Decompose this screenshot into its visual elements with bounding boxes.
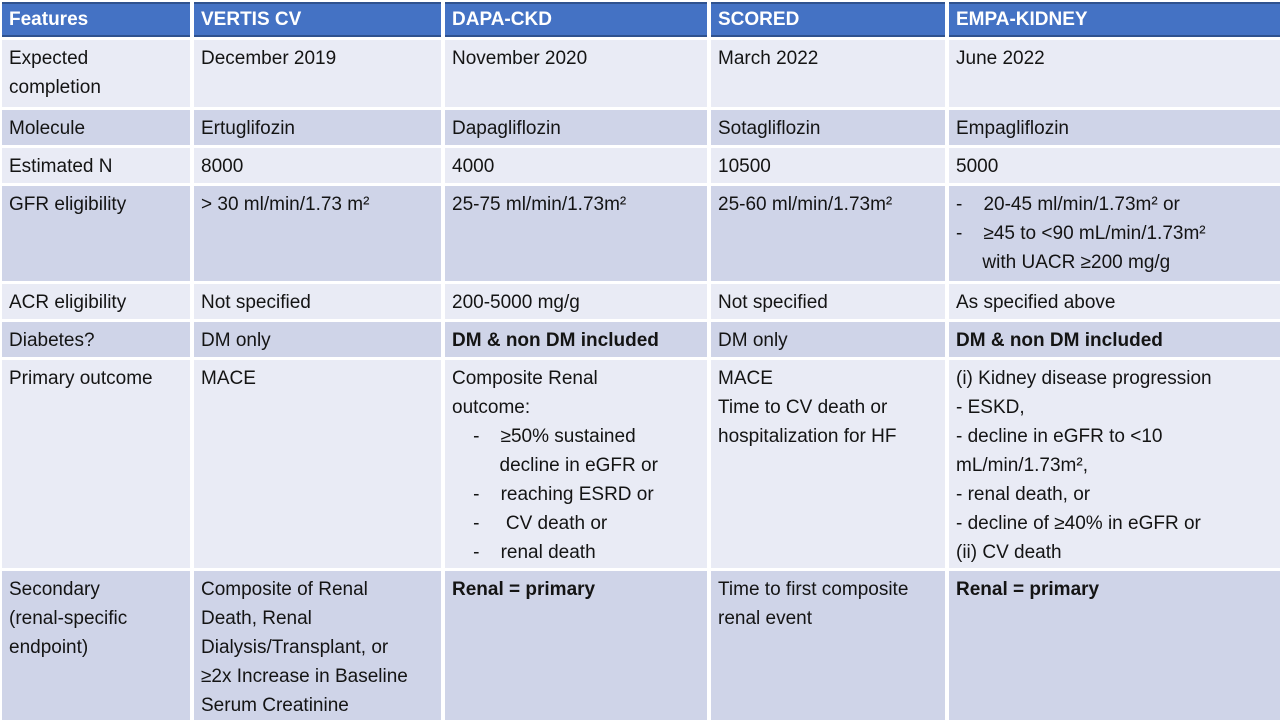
table-row-gfr-eligibility: GFR eligibility > 30 ml/min/1.73 m² 25-75 …	[2, 186, 1280, 281]
data-cell: Renal = primary	[949, 571, 1280, 720]
data-cell: Not specified	[711, 284, 945, 319]
feature-cell: Primary outcome	[2, 360, 190, 568]
data-cell: June 2022	[949, 40, 1280, 107]
data-cell: November 2020	[445, 40, 707, 107]
column-header-empa-kidney: EMPA-KIDNEY	[949, 2, 1280, 37]
data-cell: Composite of Renal Death, Renal Dialysis…	[194, 571, 441, 720]
data-cell: Ertuglifozin	[194, 110, 441, 145]
data-cell: Composite Renal outcome: - ≥50% sustaine…	[445, 360, 707, 568]
data-cell: Empagliflozin	[949, 110, 1280, 145]
data-cell: 25-60 ml/min/1.73m²	[711, 186, 945, 281]
column-header-scored: SCORED	[711, 2, 945, 37]
data-cell: 200-5000 mg/g	[445, 284, 707, 319]
data-cell: MACE Time to CV death or hospitalization…	[711, 360, 945, 568]
feature-cell: Secondary (renal-specific endpoint)	[2, 571, 190, 720]
data-cell: Dapagliflozin	[445, 110, 707, 145]
data-cell: December 2019	[194, 40, 441, 107]
column-header-vertis-cv: VERTIS CV	[194, 2, 441, 37]
table-row-primary-outcome: Primary outcome MACE Composite Renal outco…	[2, 360, 1280, 568]
table-row-secondary: Secondary (renal-specific endpoint) Compo…	[2, 571, 1280, 720]
data-cell: 5000	[949, 148, 1280, 183]
data-cell: DM only	[711, 322, 945, 357]
feature-cell: Expected completion	[2, 40, 190, 107]
column-header-dapa-ckd: DAPA-CKD	[445, 2, 707, 37]
data-cell: DM & non DM included	[949, 322, 1280, 357]
data-cell: > 30 ml/min/1.73 m²	[194, 186, 441, 281]
data-cell: 25-75 ml/min/1.73m²	[445, 186, 707, 281]
feature-cell: Estimated N	[2, 148, 190, 183]
data-cell: March 2022	[711, 40, 945, 107]
data-cell: 10500	[711, 148, 945, 183]
column-header-features: Features	[2, 2, 190, 37]
data-cell: MACE	[194, 360, 441, 568]
feature-cell: ACR eligibility	[2, 284, 190, 319]
table-header-row: Features VERTIS CV DAPA-CKD SCORED EMPA-…	[2, 2, 1280, 37]
table-row-molecule: Molecule Ertuglifozin Dapagliflozin Sotagli…	[2, 110, 1280, 145]
feature-cell: Molecule	[2, 110, 190, 145]
table-row-acr-eligibility: ACR eligibility Not specified 200-5000 mg/…	[2, 284, 1280, 319]
data-cell: Time to first composite renal event	[711, 571, 945, 720]
data-cell: Sotagliflozin	[711, 110, 945, 145]
data-cell: - 20-45 ml/min/1.73m² or - ≥45 to <90 mL…	[949, 186, 1280, 281]
data-cell: DM only	[194, 322, 441, 357]
data-cell: Not specified	[194, 284, 441, 319]
table-row-diabetes: Diabetes? DM only DM & non DM included DM o…	[2, 322, 1280, 357]
table-row-expected: Expected completion December 2019 November…	[2, 40, 1280, 107]
table-row-estimated-n: Estimated N 8000 4000 10500 5000	[2, 148, 1280, 183]
feature-cell: GFR eligibility	[2, 186, 190, 281]
data-cell: 8000	[194, 148, 441, 183]
data-cell: 4000	[445, 148, 707, 183]
data-cell: As specified above	[949, 284, 1280, 319]
data-cell: (i) Kidney disease progression - ESKD, -…	[949, 360, 1280, 568]
data-cell: Renal = primary	[445, 571, 707, 720]
data-cell: DM & non DM included	[445, 322, 707, 357]
feature-cell: Diabetes?	[2, 322, 190, 357]
